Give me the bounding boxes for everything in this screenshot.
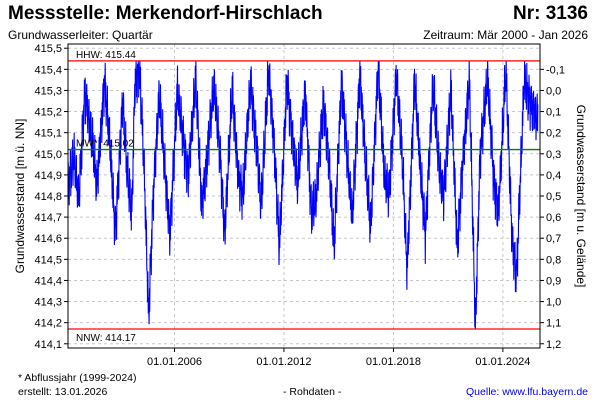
y-tick-label: 414,6 [34, 233, 62, 245]
series-group [67, 60, 539, 330]
y-right-tick-label: 1,2 [546, 339, 561, 351]
raw-data-label: - Rohdaten - [283, 386, 342, 398]
reference-line-label: HHW: 415.44 [76, 50, 136, 61]
water-level-line [67, 60, 539, 330]
reference-lines: HHW: 415.44 MW*: 415.02 NNW: 414.17 [68, 50, 540, 344]
reference-line-label: NNW: 414.17 [76, 333, 136, 344]
y-tick-label: 415,3 [34, 85, 62, 97]
y-right-tick-label: 0,6 [546, 212, 561, 224]
y-right-tick-label: 0,3 [546, 149, 561, 161]
period-label: Zeitraum: Mär 2000 - Jan 2026 [423, 28, 588, 42]
y-right-tick-label: 1,0 [546, 297, 561, 309]
x-tick-label: 01.01.2024 [475, 356, 530, 368]
y-axis-right: -0,1 0,0 0,1 0,2 0,3 0,4 0,5 0,6 0,7 0,8 0,9 1,0 1,1… [540, 64, 565, 351]
y-right-tick-label: 0,5 [546, 191, 561, 203]
x-axis: 01.01.2006 01.01.2012 01.01.2018 01.01.2024 [147, 348, 530, 368]
y-axis-left-label: Grundwasserstand [m ü. NN] [13, 119, 27, 274]
y-axis-right-label: Grundwasserstand [m u. Gelände] [574, 105, 588, 288]
aquifer-label: Grundwasserleiter: Quartär [8, 28, 153, 42]
y-right-tick-label: 0,1 [546, 107, 561, 119]
station-number: Nr: 3136 [513, 3, 588, 24]
y-tick-label: 414,5 [34, 254, 62, 266]
y-right-tick-label: 0,2 [546, 128, 561, 140]
y-right-tick-label: 0,7 [546, 233, 561, 245]
y-tick-label: 414,1 [34, 339, 62, 351]
x-tick-label: 01.01.2006 [147, 356, 202, 368]
y-tick-label: 414,8 [34, 191, 62, 203]
y-axis-left: 414,1 414,2 414,3 414,4 414,5 414,6 414,7 414,8… [34, 43, 68, 351]
created-date: erstellt: 13.01.2026 [18, 386, 108, 398]
y-right-tick-label: 1,1 [546, 318, 561, 330]
y-tick-label: 414,3 [34, 297, 62, 309]
x-tick-label: 01.01.2012 [256, 356, 311, 368]
y-tick-label: 415,5 [34, 43, 62, 55]
y-tick-label: 414,2 [34, 318, 62, 330]
y-tick-label: 415,1 [34, 128, 62, 140]
y-tick-label: 414,7 [34, 212, 62, 224]
y-right-tick-label: 0,0 [546, 85, 561, 97]
y-right-tick-label: 0,8 [546, 254, 561, 266]
station-title: Messstelle: Merkendorf-Hirschlach [8, 3, 323, 24]
y-tick-label: 414,9 [34, 170, 62, 182]
footnote-discharge-year: * Abflussjahr (1999-2024) [18, 372, 137, 384]
y-tick-label: 415,2 [34, 107, 62, 119]
reference-line-label: MW*: 415.02 [76, 139, 134, 150]
y-tick-label: 415,4 [34, 64, 62, 76]
y-right-tick-label: 0,4 [546, 170, 561, 182]
source-link[interactable]: Quelle: www.lfu.bayern.de [466, 386, 588, 398]
x-tick-label: 01.01.2018 [366, 356, 421, 368]
y-right-tick-label: 0,9 [546, 275, 561, 287]
y-tick-label: 415,0 [34, 149, 62, 161]
y-right-tick-label: -0,1 [546, 64, 565, 76]
y-tick-label: 414,4 [34, 275, 62, 287]
